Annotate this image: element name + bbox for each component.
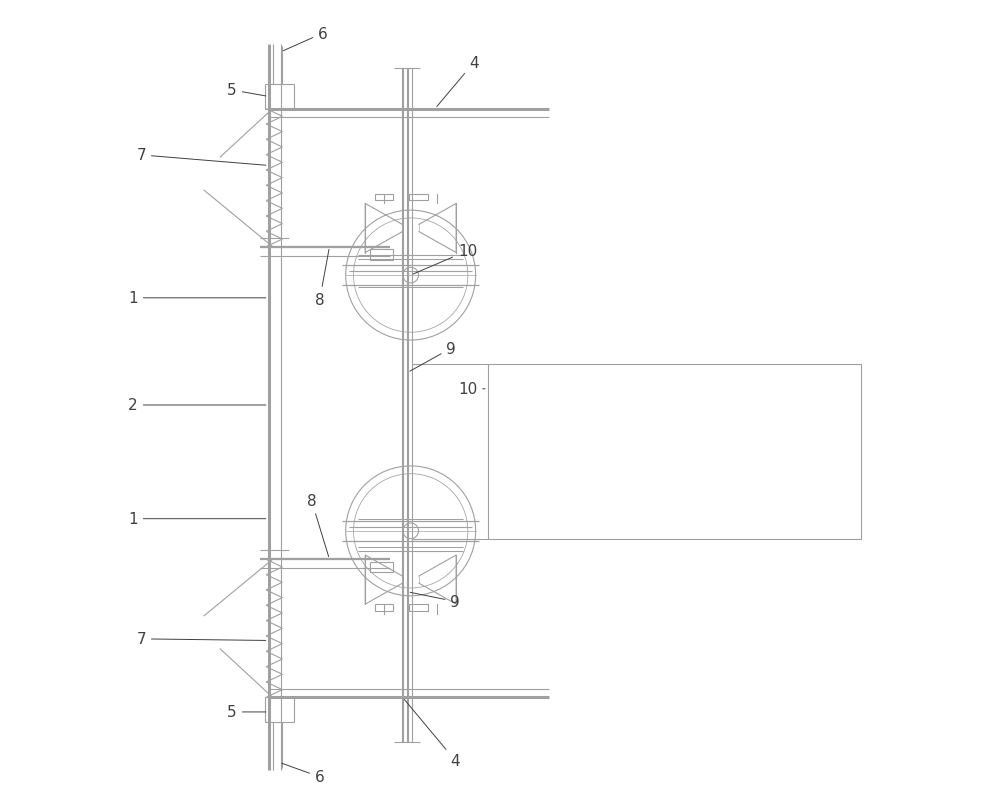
Text: 10: 10 bbox=[413, 244, 477, 275]
Bar bbox=[265, 697, 294, 722]
Bar bbox=[370, 250, 393, 260]
Bar bbox=[370, 562, 393, 573]
Text: 7: 7 bbox=[136, 148, 266, 166]
Text: 10: 10 bbox=[458, 382, 485, 397]
Text: 5: 5 bbox=[227, 84, 266, 98]
Text: 4: 4 bbox=[404, 700, 460, 768]
Bar bbox=[488, 365, 861, 539]
Text: 6: 6 bbox=[283, 27, 328, 52]
Bar bbox=[375, 604, 393, 611]
Text: 1: 1 bbox=[128, 512, 266, 526]
Text: 8: 8 bbox=[307, 494, 329, 557]
Text: 4: 4 bbox=[437, 56, 479, 107]
Text: 6: 6 bbox=[282, 763, 325, 784]
Bar bbox=[375, 195, 393, 201]
Text: 9: 9 bbox=[410, 341, 456, 371]
Bar bbox=[409, 604, 428, 611]
Text: 8: 8 bbox=[315, 250, 329, 307]
Text: 2: 2 bbox=[128, 398, 266, 413]
Text: 7: 7 bbox=[136, 632, 266, 646]
Text: 9: 9 bbox=[410, 593, 460, 609]
Bar bbox=[265, 85, 294, 109]
Text: 1: 1 bbox=[128, 291, 266, 306]
Bar bbox=[409, 195, 428, 201]
Text: 5: 5 bbox=[227, 705, 266, 719]
